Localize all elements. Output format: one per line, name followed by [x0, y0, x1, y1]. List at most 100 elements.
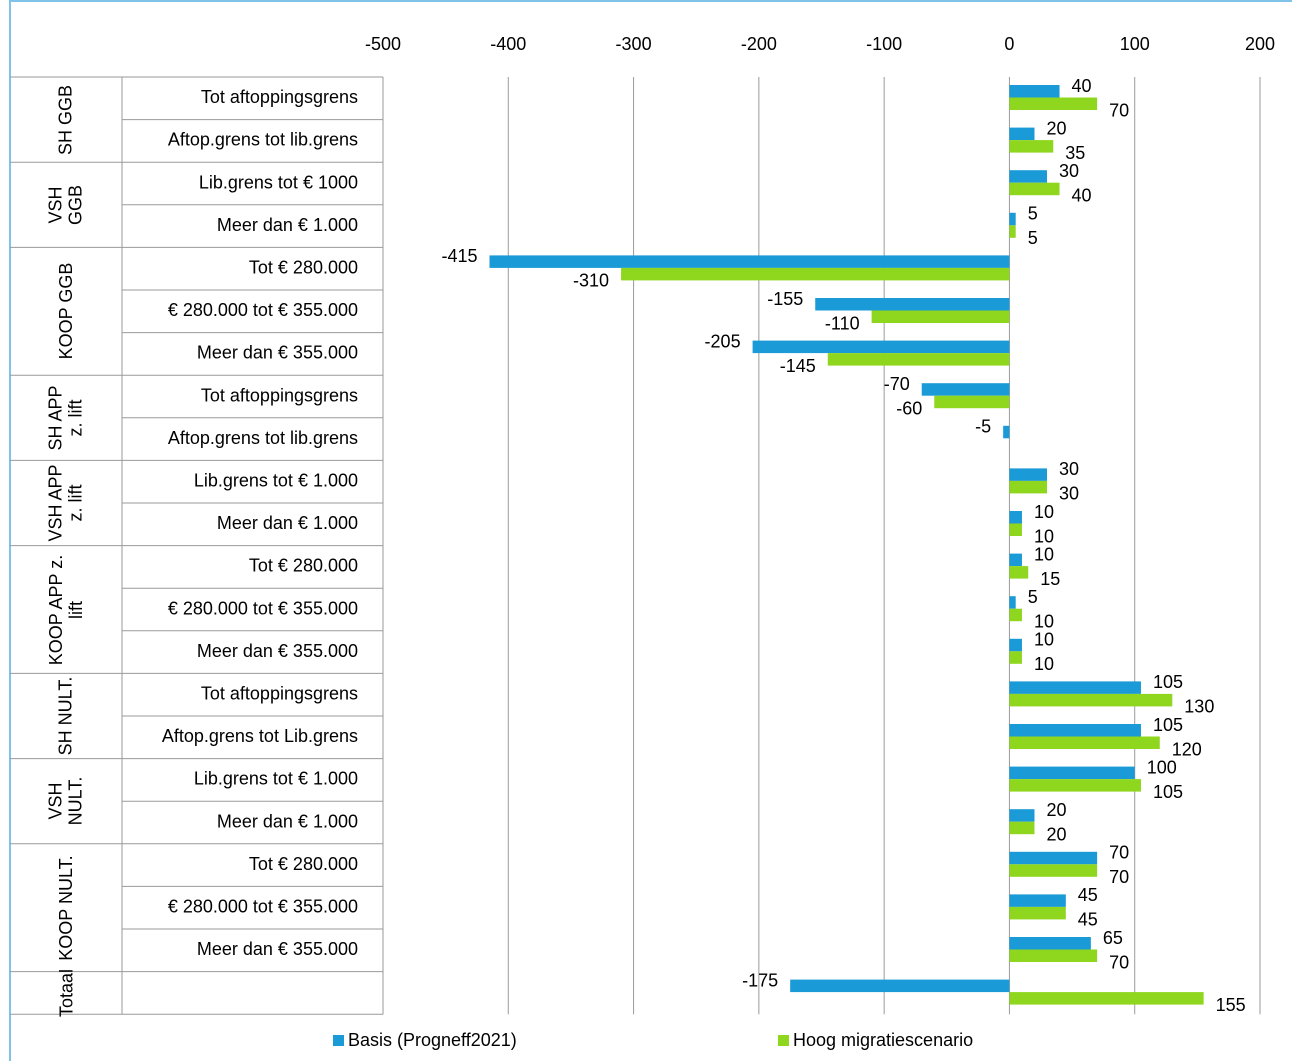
- group-label: KOOP APP z. lift: [45, 554, 86, 665]
- value-label: -175: [742, 970, 778, 990]
- value-label: 5: [1028, 587, 1038, 607]
- x-tick-label: -100: [866, 34, 902, 54]
- bar: [1009, 864, 1098, 877]
- group-label: SH APP z. lift: [45, 385, 86, 451]
- bar: [1009, 596, 1016, 609]
- value-label: 45: [1078, 885, 1098, 905]
- category-label: Lib.grens tot € 1000: [199, 172, 358, 192]
- legend-swatch: [778, 1035, 789, 1046]
- bar: [1009, 523, 1022, 536]
- value-label: 20: [1046, 118, 1066, 138]
- value-label: 10: [1034, 630, 1054, 650]
- bar: [1009, 651, 1022, 664]
- value-label: -415: [441, 246, 477, 266]
- bar: [1009, 553, 1022, 567]
- value-label: 20: [1046, 800, 1066, 820]
- legend-label: Hoog migratiescenario: [793, 1030, 973, 1050]
- bar: [752, 340, 1010, 354]
- bar: [1009, 97, 1098, 110]
- bar: [1009, 949, 1098, 962]
- bar: [1009, 170, 1048, 183]
- bar: [1009, 766, 1135, 780]
- category-label: Tot € 280.000: [249, 556, 358, 576]
- value-label: -60: [896, 398, 922, 418]
- value-label: -110: [825, 313, 860, 333]
- group-label: KOOP GGB: [55, 262, 76, 360]
- bar: [815, 298, 1010, 311]
- x-tick-label: -200: [741, 34, 777, 54]
- bar: [1009, 608, 1022, 622]
- category-label: Aftop.grens tot Lib.grens: [162, 726, 358, 746]
- bar: [1009, 638, 1022, 652]
- bar: [1009, 681, 1141, 694]
- category-label: Tot aftoppingsgrens: [201, 683, 358, 703]
- category-label: Lib.grens tot € 1.000: [194, 769, 358, 789]
- bar: [921, 383, 1010, 396]
- value-label: 105: [1153, 715, 1183, 735]
- value-label: 10: [1034, 544, 1054, 564]
- legend-swatch: [333, 1035, 344, 1046]
- bar: [934, 395, 1010, 409]
- value-label: 5: [1028, 228, 1038, 248]
- value-label: 120: [1172, 739, 1202, 759]
- group-label: VSH GGB: [45, 184, 86, 225]
- category-label: Aftop.grens tot lib.grens: [168, 130, 358, 150]
- legend-label: Basis (Progneff2021): [348, 1030, 517, 1050]
- bar: [1009, 724, 1141, 737]
- bar: [1009, 894, 1066, 907]
- x-tick-label: -400: [490, 34, 526, 54]
- value-label: -310: [573, 271, 609, 291]
- value-label: 15: [1040, 569, 1060, 589]
- category-label: Lib.grens tot € 1.000: [194, 470, 358, 490]
- group-label: Totaal: [55, 968, 76, 1017]
- value-label: 70: [1109, 867, 1129, 887]
- bar: [1009, 779, 1141, 792]
- value-label: -155: [767, 289, 803, 309]
- bar: [1003, 425, 1010, 439]
- value-label: 100: [1147, 757, 1177, 777]
- category-label: Meer dan € 355.000: [197, 343, 358, 363]
- bar: [790, 979, 1010, 993]
- category-label: € 280.000 tot € 355.000: [168, 598, 358, 618]
- value-label: 30: [1059, 484, 1079, 504]
- bar: [1009, 85, 1060, 98]
- group-label: KOOP NULT.: [55, 855, 76, 961]
- category-label: Meer dan € 355.000: [197, 641, 358, 661]
- bar: [1009, 851, 1098, 865]
- value-label: 105: [1153, 672, 1183, 692]
- bar: [1009, 127, 1035, 141]
- value-label: 20: [1046, 824, 1066, 844]
- value-label: 30: [1059, 459, 1079, 479]
- value-label: 10: [1034, 502, 1054, 522]
- bar: [1009, 906, 1066, 920]
- bar: [1009, 821, 1035, 835]
- bar: [1009, 140, 1054, 153]
- category-label: Tot € 280.000: [249, 854, 358, 874]
- category-label: Meer dan € 355.000: [197, 939, 358, 959]
- value-label: 70: [1109, 100, 1129, 120]
- bar: [1009, 480, 1048, 494]
- bar: [827, 353, 1010, 366]
- category-label: € 280.000 tot € 355.000: [168, 300, 358, 320]
- bar: [1009, 992, 1204, 1005]
- x-tick-label: 200: [1245, 34, 1275, 54]
- x-tick-label: -300: [616, 34, 652, 54]
- category-label: Tot aftoppingsgrens: [201, 385, 358, 405]
- value-label: 155: [1216, 995, 1246, 1015]
- category-label: € 280.000 tot € 355.000: [168, 896, 358, 916]
- value-label: -70: [884, 374, 910, 394]
- category-label: Tot € 280.000: [249, 257, 358, 277]
- bar: [1009, 212, 1016, 226]
- category-label: Meer dan € 1.000: [217, 811, 358, 831]
- value-label: 10: [1034, 611, 1054, 631]
- category-label: Aftop.grens tot lib.grens: [168, 428, 358, 448]
- value-label: 130: [1184, 697, 1214, 717]
- value-label: -5: [975, 417, 991, 437]
- bar: [489, 255, 1010, 268]
- value-label: 70: [1109, 843, 1129, 863]
- value-label: 5: [1028, 204, 1038, 224]
- bar: [1009, 511, 1022, 524]
- value-label: 70: [1109, 952, 1129, 972]
